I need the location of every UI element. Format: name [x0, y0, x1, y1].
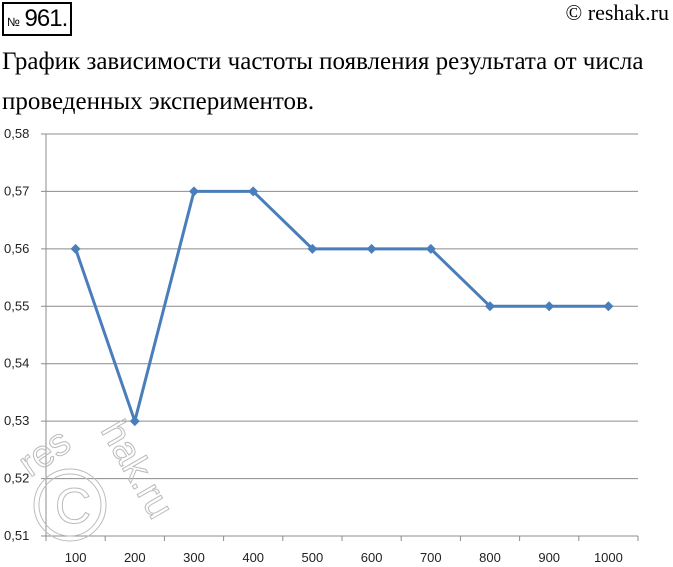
data-point: [189, 186, 199, 197]
data-point: [544, 301, 555, 312]
x-tick-label: 500: [302, 550, 324, 565]
number-sign: №: [7, 15, 20, 29]
x-tick-label: 900: [538, 550, 560, 565]
y-tick-label: 0,51: [4, 528, 29, 543]
data-point: [248, 186, 259, 197]
x-tick-label: 300: [183, 550, 205, 565]
y-tick-label: 0,52: [4, 471, 29, 486]
x-tick-label: 400: [242, 550, 264, 565]
x-tick-label: 600: [361, 550, 383, 565]
number-value: 961.: [24, 5, 69, 32]
x-tick-label: 800: [479, 550, 501, 565]
data-point: [425, 243, 436, 254]
y-tick-label: 0,53: [4, 413, 29, 428]
data-point: [307, 243, 318, 254]
watermark-circle-inner: [38, 473, 102, 537]
watermark-c: C: [55, 478, 91, 534]
y-tick-label: 0,55: [4, 298, 29, 313]
chart-caption: График зависимости частоты появления рез…: [2, 48, 644, 115]
data-point: [129, 416, 140, 427]
data-point: [603, 301, 614, 312]
watermark-circle: [33, 468, 107, 542]
y-tick-label: 0,54: [4, 356, 29, 371]
y-tick-label: 0,56: [4, 241, 29, 256]
y-tick-label: 0,57: [4, 183, 29, 198]
series-line: [74, 189, 609, 427]
x-tick-label: 1000: [594, 550, 623, 565]
data-point: [70, 243, 81, 254]
data-point: [366, 243, 377, 254]
x-tick-label: 200: [124, 550, 146, 565]
copyright: © reshak.ru: [565, 0, 669, 25]
y-tick-label: 0,58: [4, 126, 29, 141]
x-tick-label: 100: [65, 550, 87, 565]
x-tick-label: 700: [420, 550, 442, 565]
data-point: [485, 301, 495, 312]
problem-number: № 961.: [2, 2, 73, 36]
